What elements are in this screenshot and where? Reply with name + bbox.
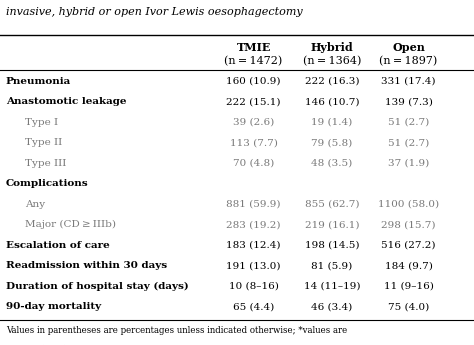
Text: 219 (16.1): 219 (16.1)	[305, 220, 359, 229]
Text: 881 (59.9): 881 (59.9)	[227, 200, 281, 209]
Text: 516 (27.2): 516 (27.2)	[382, 241, 436, 250]
Text: Hybrid: Hybrid	[310, 42, 353, 53]
Text: 90-day mortality: 90-day mortality	[6, 302, 101, 312]
Text: Type I: Type I	[25, 118, 58, 127]
Text: 37 (1.9): 37 (1.9)	[388, 159, 429, 168]
Text: 198 (14.5): 198 (14.5)	[305, 241, 359, 250]
Text: 81 (5.9): 81 (5.9)	[311, 262, 353, 270]
Text: Major (CD ≥ IIIb): Major (CD ≥ IIIb)	[25, 220, 116, 229]
Text: 222 (16.3): 222 (16.3)	[305, 77, 359, 86]
Text: (n = 1364): (n = 1364)	[302, 56, 361, 66]
Text: 183 (12.4): 183 (12.4)	[227, 241, 281, 250]
Text: 331 (17.4): 331 (17.4)	[382, 77, 436, 86]
Text: Values in parentheses are percentages unless indicated otherwise; *values are: Values in parentheses are percentages un…	[6, 326, 347, 335]
Text: 79 (5.8): 79 (5.8)	[311, 138, 353, 147]
Text: 19 (1.4): 19 (1.4)	[311, 118, 353, 127]
Text: Open: Open	[392, 42, 425, 53]
Text: 298 (15.7): 298 (15.7)	[382, 220, 436, 229]
Text: Type II: Type II	[25, 138, 62, 147]
Text: 48 (3.5): 48 (3.5)	[311, 159, 353, 168]
Text: Readmission within 30 days: Readmission within 30 days	[6, 262, 167, 270]
Text: 39 (2.6): 39 (2.6)	[233, 118, 274, 127]
Text: 14 (11–19): 14 (11–19)	[303, 282, 360, 291]
Text: invasive, hybrid or open Ivor Lewis oesophagectomy: invasive, hybrid or open Ivor Lewis oeso…	[6, 7, 302, 17]
Text: 11 (9–16): 11 (9–16)	[383, 282, 434, 291]
Text: Type III: Type III	[25, 159, 66, 168]
Text: 75 (4.0): 75 (4.0)	[388, 302, 429, 312]
Text: TMIE: TMIE	[237, 42, 271, 53]
Text: 70 (4.8): 70 (4.8)	[233, 159, 274, 168]
Text: 51 (2.7): 51 (2.7)	[388, 118, 429, 127]
Text: Duration of hospital stay (days): Duration of hospital stay (days)	[6, 282, 189, 291]
Text: 65 (4.4): 65 (4.4)	[233, 302, 274, 312]
Text: 146 (10.7): 146 (10.7)	[305, 97, 359, 106]
Text: Anastomotic leakage: Anastomotic leakage	[6, 97, 126, 106]
Text: 46 (3.4): 46 (3.4)	[311, 302, 353, 312]
Text: 10 (8–16): 10 (8–16)	[228, 282, 279, 291]
Text: 222 (15.1): 222 (15.1)	[227, 97, 281, 106]
Text: Complications: Complications	[6, 179, 88, 188]
Text: 139 (7.3): 139 (7.3)	[384, 97, 433, 106]
Text: 160 (10.9): 160 (10.9)	[227, 77, 281, 86]
Text: 1100 (58.0): 1100 (58.0)	[378, 200, 439, 209]
Text: 113 (7.7): 113 (7.7)	[229, 138, 278, 147]
Text: Any: Any	[25, 200, 45, 209]
Text: 51 (2.7): 51 (2.7)	[388, 138, 429, 147]
Text: Pneumonia: Pneumonia	[6, 77, 71, 86]
Text: 855 (62.7): 855 (62.7)	[305, 200, 359, 209]
Text: 184 (9.7): 184 (9.7)	[384, 262, 433, 270]
Text: 283 (19.2): 283 (19.2)	[227, 220, 281, 229]
Text: (n = 1897): (n = 1897)	[380, 56, 438, 66]
Text: (n = 1472): (n = 1472)	[225, 56, 283, 66]
Text: Escalation of care: Escalation of care	[6, 241, 109, 250]
Text: 191 (13.0): 191 (13.0)	[227, 262, 281, 270]
